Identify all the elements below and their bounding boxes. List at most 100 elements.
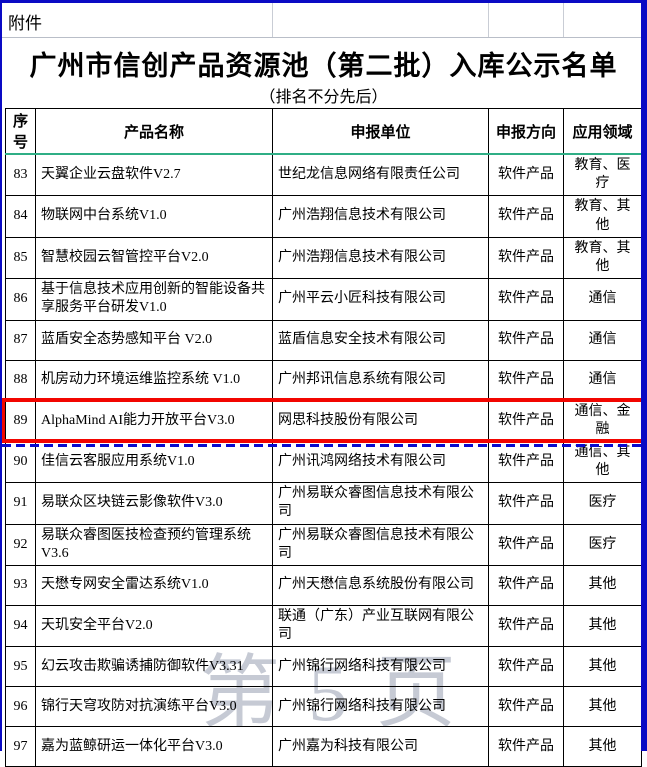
cell-direction: 软件产品 <box>488 319 564 361</box>
cell-direction: 软件产品 <box>488 604 564 648</box>
page-title: 广州市信创产品资源池（第二批）入库公示名单 <box>29 51 618 81</box>
cell-product: 易联众睿图医技检查预约管理系统V3.6 <box>35 523 273 567</box>
cell-company: 广州易联众睿图信息技术有限公司 <box>272 482 489 525</box>
table-row-97: 97 嘉为蓝鲸研运一体化平台V3.0 广州嘉为科技有限公司 软件产品 其他 <box>5 726 642 767</box>
cell-direction: 软件产品 <box>488 523 564 567</box>
cell-no: 84 <box>5 195 36 238</box>
cell-product: 幻云攻击欺骗诱捕防御软件V3.31 <box>35 646 273 688</box>
cell-company: 广州锦行网络科技有限公司 <box>272 686 489 728</box>
cell-field: 医疗 <box>563 523 642 567</box>
cell-company: 蓝盾信息安全技术有限公司 <box>272 319 489 361</box>
table-header-row: 序号 产品名称 申报单位 申报方向 应用领域 <box>5 108 642 155</box>
cell-field: 其他 <box>563 646 642 688</box>
cell-product: 基于信息技术应用创新的智能设备共享服务平台研发V1.0 <box>35 278 273 321</box>
column-header-no: 序号 <box>5 108 36 155</box>
window-border-top <box>0 0 647 3</box>
gridline-vertical <box>488 3 489 37</box>
cell-company: 广州平云小匠科技有限公司 <box>272 278 489 321</box>
cell-field: 通信 <box>563 319 642 361</box>
cell-company: 广州嘉为科技有限公司 <box>272 726 489 767</box>
table-row-87: 87 蓝盾安全态势感知平台 V2.0 蓝盾信息安全技术有限公司 软件产品 通信 <box>5 319 642 361</box>
top-gridline-strip: 附件 <box>2 3 641 38</box>
cell-product: 天翼企业云盘软件V2.7 <box>35 153 273 197</box>
cell-company: 世纪龙信息网络有限责任公司 <box>272 153 489 197</box>
table-row-95: 95 幻云攻击欺骗诱捕防御软件V3.31 广州锦行网络科技有限公司 软件产品 其他 <box>5 646 642 688</box>
window-border-right <box>641 0 647 751</box>
cell-no: 90 <box>5 440 36 484</box>
cell-company: 广州邦讯信息系统有限公司 <box>272 359 489 401</box>
cell-direction: 软件产品 <box>488 399 564 442</box>
table-row-90: 90 佳信云客服应用系统V1.0 广州讯鸿网络技术有限公司 软件产品 通信、其他 <box>5 440 642 484</box>
cell-product: 锦行天穹攻防对抗演练平台V3.0 <box>35 686 273 728</box>
cell-field: 教育、其他 <box>563 195 642 238</box>
cell-product: 机房动力环境运维监控系统 V1.0 <box>35 359 273 401</box>
cell-direction: 软件产品 <box>488 359 564 401</box>
cell-direction: 软件产品 <box>488 565 564 606</box>
cell-no: 89 <box>5 399 36 442</box>
cell-direction: 软件产品 <box>488 482 564 525</box>
cell-no: 87 <box>5 319 36 361</box>
cell-company: 广州锦行网络科技有限公司 <box>272 646 489 688</box>
cell-direction: 软件产品 <box>488 686 564 728</box>
attachment-label: 附件 <box>8 14 42 33</box>
cell-company: 联通（广东）产业互联网有限公司 <box>272 604 489 648</box>
cell-no: 88 <box>5 359 36 401</box>
table-container: 序号 产品名称 申报单位 申报方向 应用领域 83 天翼企业云盘软件V2.7 世纪龙信息网络… <box>1 108 645 767</box>
column-header-product: 产品名称 <box>35 108 273 155</box>
table-row-91: 91 易联众区块链云影像软件V3.0 广州易联众睿图信息技术有限公司 软件产品 医疗 <box>5 482 642 525</box>
cell-direction: 软件产品 <box>488 278 564 321</box>
cell-product: 易联众区块链云影像软件V3.0 <box>35 482 273 525</box>
table-row-92: 92 易联众睿图医技检查预约管理系统V3.6 广州易联众睿图信息技术有限公司 软件产品… <box>5 523 642 567</box>
cell-no: 95 <box>5 646 36 688</box>
cell-no: 86 <box>5 278 36 321</box>
cell-no: 91 <box>5 482 36 525</box>
cell-field: 通信 <box>563 278 642 321</box>
table-row-93: 93 天懋专网安全雷达系统V1.0 广州天懋信息系统股份有限公司 软件产品 其他 <box>5 565 642 606</box>
cell-product: 天懋专网安全雷达系统V1.0 <box>35 565 273 606</box>
cell-company: 广州浩翔信息技术有限公司 <box>272 236 489 280</box>
table-row-83: 83 天翼企业云盘软件V2.7 世纪龙信息网络有限责任公司 软件产品 教育、医疗 <box>5 153 642 197</box>
cell-field: 教育、医疗 <box>563 153 642 197</box>
cell-company: 广州讯鸿网络技术有限公司 <box>272 440 489 484</box>
cell-direction: 软件产品 <box>488 646 564 688</box>
cell-no: 96 <box>5 686 36 728</box>
cell-field: 其他 <box>563 565 642 606</box>
table-row-96: 96 锦行天穹攻防对抗演练平台V3.0 广州锦行网络科技有限公司 软件产品 其他 <box>5 686 642 728</box>
cell-field: 通信、其他 <box>563 440 642 484</box>
column-header-company: 申报单位 <box>272 108 489 155</box>
cell-field: 其他 <box>563 686 642 728</box>
cell-no: 93 <box>5 565 36 606</box>
cell-product: 智慧校园云智管控平台V2.0 <box>35 236 273 280</box>
cell-product: 佳信云客服应用系统V1.0 <box>35 440 273 484</box>
cell-product: 蓝盾安全态势感知平台 V2.0 <box>35 319 273 361</box>
cell-direction: 软件产品 <box>488 153 564 197</box>
cell-company: 广州天懋信息系统股份有限公司 <box>272 565 489 606</box>
column-header-direction: 申报方向 <box>488 108 564 155</box>
cell-field: 教育、其他 <box>563 236 642 280</box>
table-row-89: 89 AlphaMind AI能力开放平台V3.0 网思科技股份有限公司 软件产品 通信… <box>5 399 642 442</box>
gridline-vertical <box>272 3 273 37</box>
table-row-85: 85 智慧校园云智管控平台V2.0 广州浩翔信息技术有限公司 软件产品 教育、其他 <box>5 236 642 280</box>
cell-no: 85 <box>5 236 36 280</box>
cell-no: 92 <box>5 523 36 567</box>
cell-company: 网思科技股份有限公司 <box>272 399 489 442</box>
cell-company: 广州易联众睿图信息技术有限公司 <box>272 523 489 567</box>
cell-no: 83 <box>5 153 36 197</box>
column-header-field: 应用领域 <box>563 108 642 155</box>
page-subtitle: （排名不分先后） <box>259 89 388 106</box>
cell-direction: 软件产品 <box>488 195 564 238</box>
cell-product: 物联网中台系统V1.0 <box>35 195 273 238</box>
products-table: 序号 产品名称 申报单位 申报方向 应用领域 83 天翼企业云盘软件V2.7 世纪龙信息网络… <box>5 108 642 767</box>
cell-no: 94 <box>5 604 36 648</box>
cell-product: AlphaMind AI能力开放平台V3.0 <box>35 399 273 442</box>
cell-field: 其他 <box>563 604 642 648</box>
cell-product: 嘉为蓝鲸研运一体化平台V3.0 <box>35 726 273 767</box>
table-row-86: 86 基于信息技术应用创新的智能设备共享服务平台研发V1.0 广州平云小匠科技有限公… <box>5 278 642 321</box>
cell-field: 其他 <box>563 726 642 767</box>
cell-direction: 软件产品 <box>488 726 564 767</box>
gridline-vertical <box>563 3 564 37</box>
cell-field: 通信、金融 <box>563 399 642 442</box>
cell-product: 天玑安全平台V2.0 <box>35 604 273 648</box>
window-border-left <box>0 0 2 751</box>
